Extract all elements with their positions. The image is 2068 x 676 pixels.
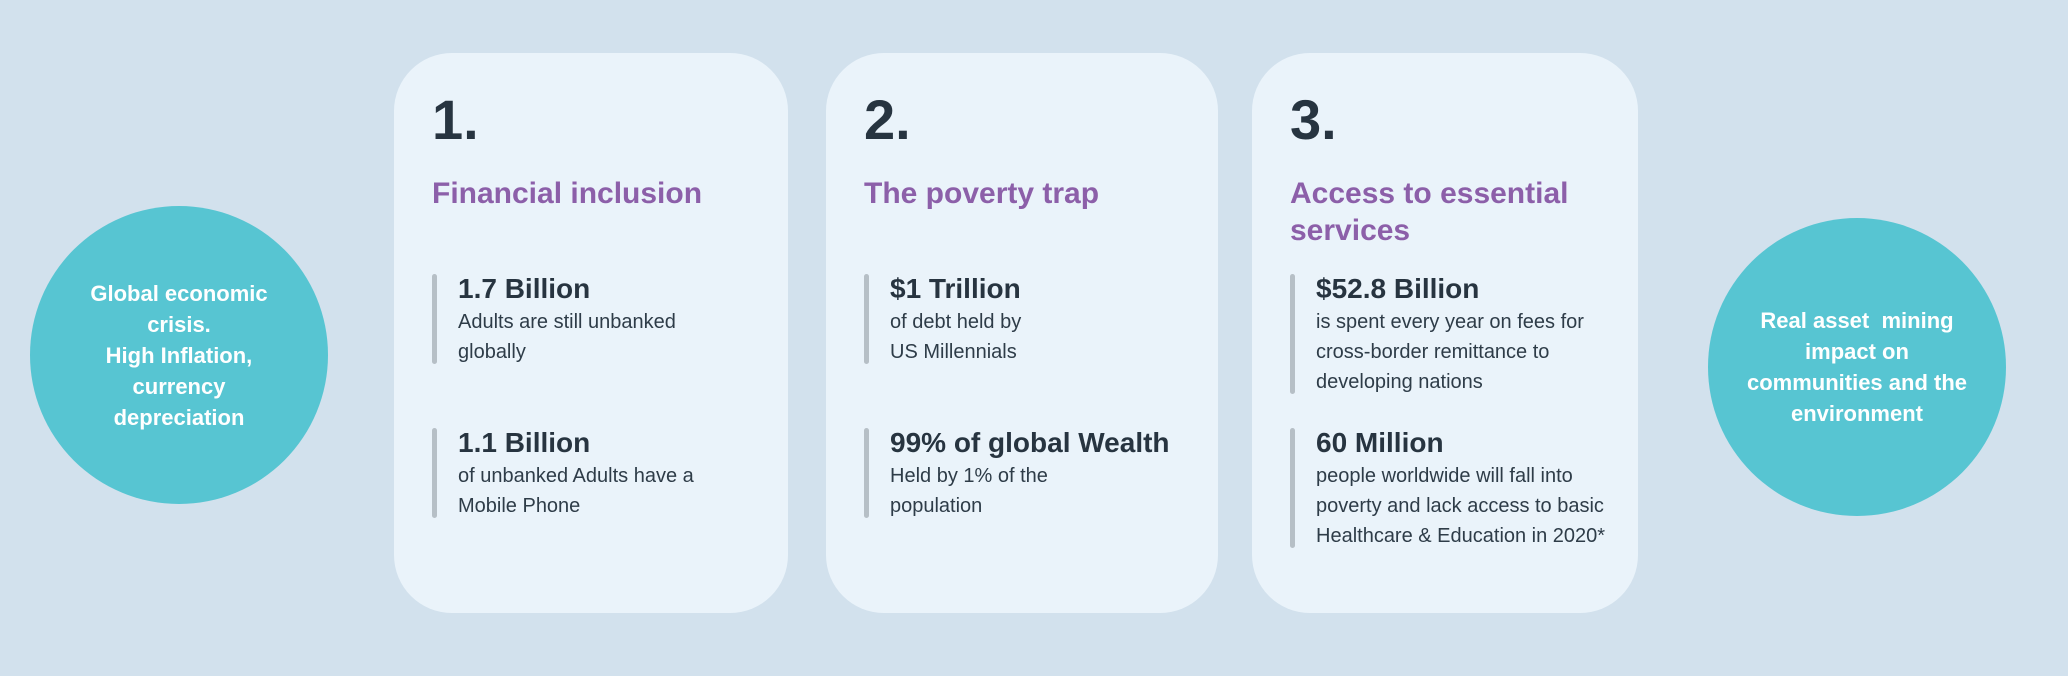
- stat-description: Adults are still unbanked globally: [458, 311, 676, 363]
- stat-description: Held by 1% of the population: [890, 465, 1048, 517]
- stat-accent-bar: [864, 274, 869, 364]
- card-title: Financial inclusion: [432, 177, 703, 210]
- right-bubble-text: Real asset mining impact on communities …: [1746, 308, 1968, 426]
- stat-slot: 99% of global Wealth Held by 1% of the p…: [864, 425, 1202, 579]
- stat-block: 60 Million people worldwide will fall in…: [1290, 425, 1622, 551]
- card-poverty-trap: 2. The poverty trap $1 Trillion of debt …: [826, 53, 1218, 613]
- left-context-bubble: Global economic crisis. High Inflation, …: [30, 206, 328, 504]
- stat-block: 99% of global Wealth Held by 1% of the p…: [864, 425, 1202, 521]
- stat-description: of debt held by US Millennials: [890, 311, 1022, 363]
- stat-slot: $1 Trillion of debt held by US Millennia…: [864, 271, 1202, 425]
- card-access-essential-services: 3. Access to essential services $52.8 Bi…: [1252, 53, 1638, 613]
- stat-block: $52.8 Billion is spent every year on fee…: [1290, 271, 1622, 397]
- stat-value: 1.7 Billion: [458, 273, 591, 304]
- stat-value: $52.8 Billion: [1316, 273, 1480, 304]
- stat-value: $1 Trillion: [890, 273, 1021, 304]
- stat-description: people worldwide will fall into poverty …: [1316, 465, 1606, 547]
- card-financial-inclusion: 1. Financial inclusion 1.7 Billion Adult…: [394, 53, 788, 613]
- stat-slot: $52.8 Billion is spent every year on fee…: [1290, 271, 1622, 425]
- stat-slot: 1.7 Billion Adults are still unbanked gl…: [432, 271, 772, 425]
- stat-accent-bar: [1290, 274, 1295, 394]
- card-number: 2.: [864, 88, 911, 151]
- left-bubble-text: Global economic crisis. High Inflation, …: [90, 280, 268, 430]
- stat-slot: 60 Million people worldwide will fall in…: [1290, 425, 1622, 579]
- stat-value: 99% of global Wealth: [890, 427, 1170, 458]
- card-title: Access to essential services: [1290, 177, 1569, 247]
- stat-accent-bar: [432, 274, 437, 364]
- stat-block: 1.1 Billion of unbanked Adults have a Mo…: [432, 425, 772, 521]
- stat-accent-bar: [864, 428, 869, 518]
- stat-accent-bar: [432, 428, 437, 518]
- stat-value: 1.1 Billion: [458, 427, 591, 458]
- card-title: The poverty trap: [864, 177, 1100, 210]
- stat-description: of unbanked Adults have a Mobile Phone: [458, 465, 694, 517]
- stat-block: $1 Trillion of debt held by US Millennia…: [864, 271, 1202, 367]
- right-context-bubble: Real asset mining impact on communities …: [1708, 218, 2006, 516]
- stat-accent-bar: [1290, 428, 1295, 548]
- card-number: 1.: [432, 88, 479, 151]
- stat-description: is spent every year on fees for cross-bo…: [1316, 311, 1584, 393]
- stat-slot: 1.1 Billion of unbanked Adults have a Mo…: [432, 425, 772, 579]
- card-number: 3.: [1290, 88, 1337, 151]
- stat-value: 60 Million: [1316, 427, 1444, 458]
- stat-block: 1.7 Billion Adults are still unbanked gl…: [432, 271, 772, 367]
